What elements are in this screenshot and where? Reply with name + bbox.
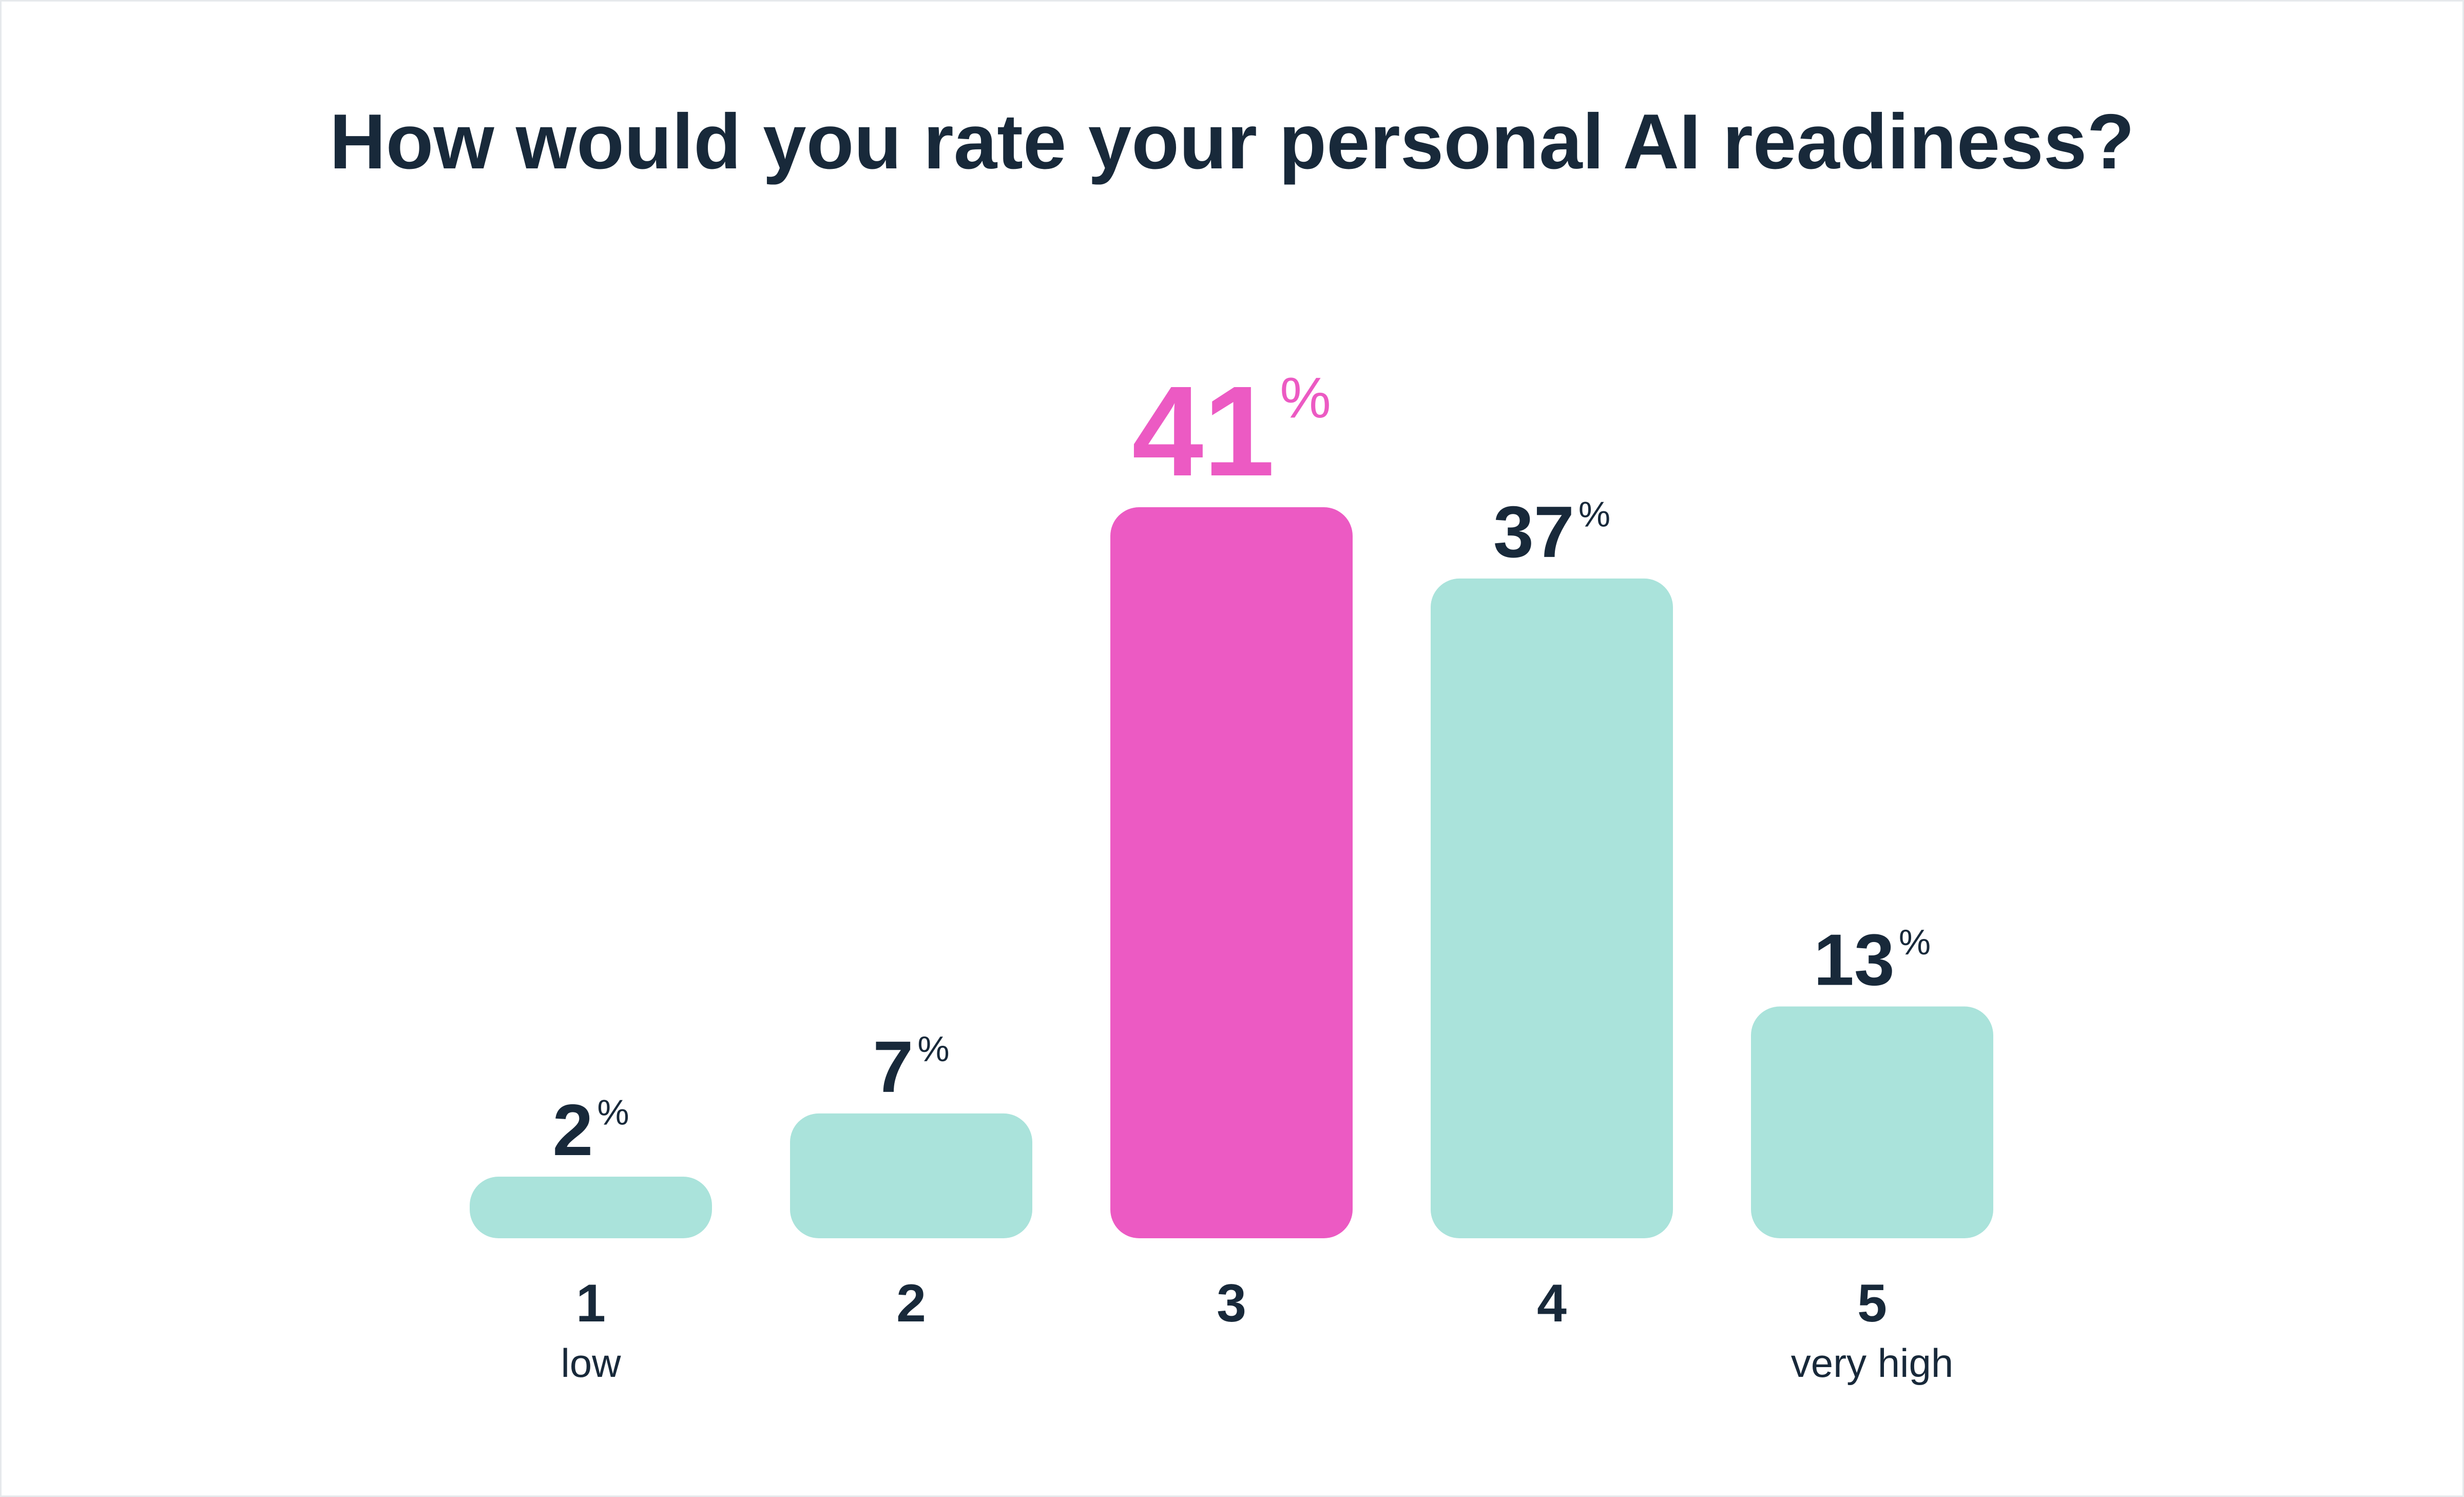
bar-1 (470, 1177, 712, 1238)
value-labels-layer: 2 %7 %41%37 %13% (552, 359, 1931, 1171)
value-percent-sign: % (597, 1092, 629, 1132)
chart-title: How would you rate your personal AI read… (330, 98, 2134, 185)
bar-3 (1110, 507, 1353, 1238)
value-percent-sign: % (1899, 922, 1931, 962)
bars-layer (470, 507, 1993, 1238)
category-sublabel-1: low (561, 1340, 621, 1386)
value-label-2: 7% (873, 1026, 949, 1108)
category-labels-layer: 1 low 2 3 4 5 very high (561, 1274, 1953, 1386)
category-label-1: 1 (576, 1274, 606, 1333)
value-number: 2 (552, 1089, 593, 1171)
value-number: 37 (1493, 491, 1574, 573)
category-label-3: 3 (1217, 1274, 1246, 1333)
value-number: 41 (1132, 359, 1275, 503)
category-label-4: 4 (1537, 1274, 1567, 1333)
value-label-5: 13% (1814, 919, 1931, 1001)
value-percent-sign: % (1578, 494, 1610, 534)
bar-4 (1431, 578, 1673, 1238)
value-label-1: 2% (552, 1089, 629, 1171)
bar-5 (1751, 1006, 1993, 1238)
value-number: 13 (1814, 919, 1895, 1001)
value-number: 7 (873, 1026, 913, 1108)
value-percent-sign: % (1280, 366, 1331, 430)
value-percent-sign: % (917, 1029, 949, 1069)
bar-2 (790, 1113, 1032, 1238)
value-label-3: 41% (1132, 359, 1331, 503)
category-sublabel-5: very high (1791, 1340, 1954, 1386)
category-label-2: 2 (896, 1274, 926, 1333)
category-label-5: 5 (1857, 1274, 1887, 1333)
value-label-4: 37% (1493, 491, 1610, 573)
